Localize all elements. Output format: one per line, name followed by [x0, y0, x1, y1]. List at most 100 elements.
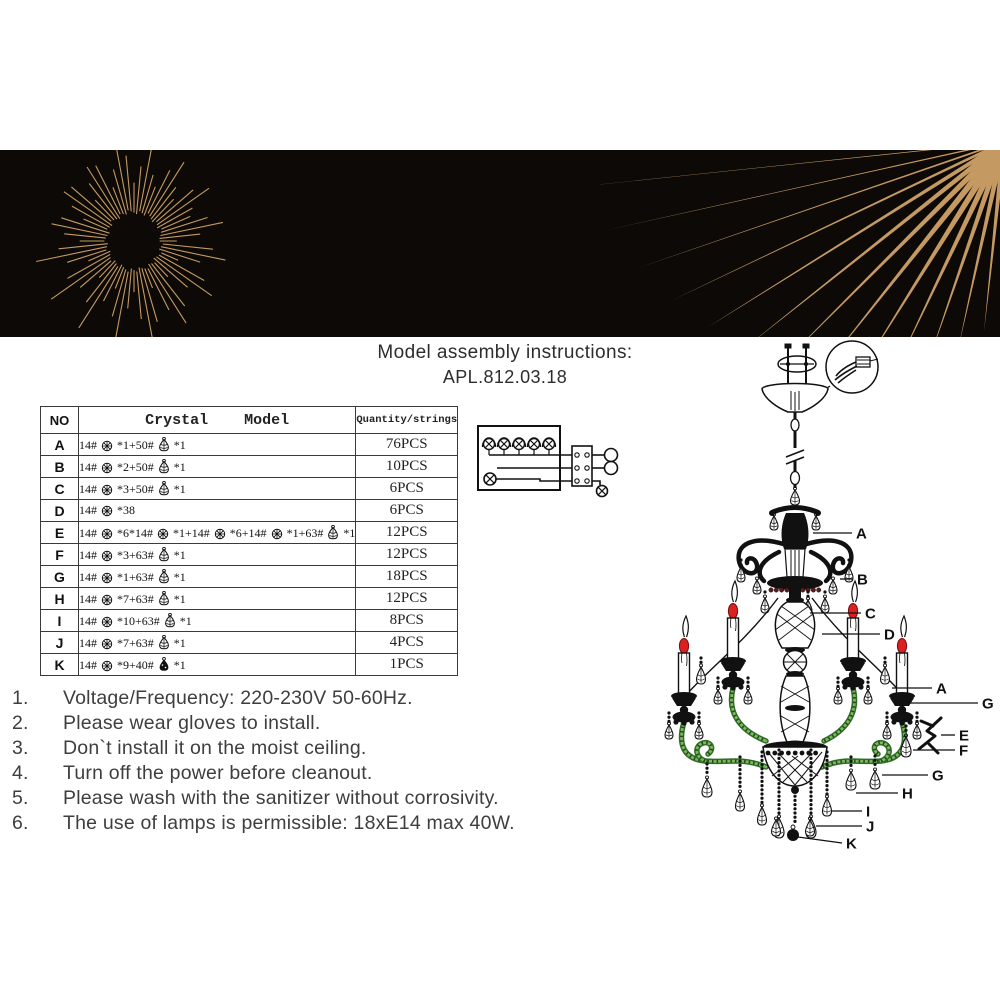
- part-label-letter: A: [856, 526, 867, 543]
- instruction-number: 4.: [12, 762, 29, 784]
- instruction-text: The use of lamps is permissible: 18xE14 …: [63, 812, 515, 834]
- crystal-model-cell: 14# *38: [77, 499, 357, 522]
- candle: [664, 614, 704, 740]
- brand-banner: Aployt: [0, 150, 1000, 337]
- model-number: APL.812.03.18: [442, 367, 568, 387]
- wiring-diagram: [477, 425, 619, 498]
- header-no: NO: [40, 406, 79, 434]
- crystal-drop-dark-icon: [159, 656, 169, 671]
- part-label-letter: A: [936, 681, 947, 698]
- crystal-bead-icon: [101, 440, 113, 451]
- mounting-bracket: [777, 343, 817, 384]
- quantity-cell: 18PCS: [355, 565, 459, 588]
- candle: [833, 579, 873, 705]
- instruction-item: 3. Don`t install it on the moist ceiling.: [10, 736, 650, 761]
- crystal-drop-icon: [158, 590, 169, 605]
- quantity-cell: 12PCS: [355, 521, 459, 544]
- crystal-model-cell: 14# *7+63# *1: [77, 631, 357, 654]
- part-label-letter: F: [959, 743, 968, 760]
- header-quantity: Quantity/strings: [355, 406, 459, 434]
- part-label-letter: H: [902, 786, 913, 803]
- table-row: H 14# *7+63# *1 12PCS: [40, 587, 459, 610]
- hanging-rod: [785, 412, 805, 488]
- row-letter: I: [40, 609, 79, 632]
- crystal-model-cell: 14# *10+63# *1: [77, 609, 357, 632]
- part-label-letter: E: [959, 728, 969, 745]
- row-letter: E: [40, 521, 79, 544]
- row-letter: B: [40, 455, 79, 478]
- part-label-letter: B: [857, 572, 868, 589]
- table-row: A 14# *1+50# *1 76PCS: [40, 433, 459, 456]
- part-label-letter: K: [846, 836, 857, 853]
- instruction-text: Turn off the power before cleanout.: [63, 762, 373, 784]
- row-letter: C: [40, 477, 79, 500]
- quantity-cell: 12PCS: [355, 543, 459, 566]
- crystal-model-cell: 14# *3+50# *1: [77, 477, 357, 500]
- instruction-item: 2. Please wear gloves to install.: [10, 711, 650, 736]
- instruction-text: Please wear gloves to install.: [63, 712, 321, 734]
- crystal-bead-icon: [101, 638, 113, 649]
- instruction-item: 4. Turn off the power before cleanout.: [10, 761, 650, 786]
- crystal-drop-icon: [164, 612, 175, 627]
- crystal-parts-table: NO Crystal Model Quantity/strings A 14# *…: [40, 406, 459, 676]
- instruction-number: 3.: [12, 737, 29, 759]
- page-title: Model assembly instructions:: [377, 342, 633, 363]
- sunburst-logo-icon: [35, 150, 226, 337]
- quantity-cell: 10PCS: [355, 455, 459, 478]
- candle: [713, 579, 753, 705]
- part-label-letter: J: [866, 819, 874, 836]
- crystal-drop-icon: [158, 634, 169, 649]
- header-crystal-model: Crystal Model: [77, 406, 357, 434]
- instruction-item: 5. Please wash with the sanitizer without…: [10, 786, 650, 811]
- table-row: K 14# *9+40# *1 1PCS: [40, 653, 459, 676]
- crystal-drop-icon: [158, 546, 169, 561]
- part-label-letter: G: [982, 696, 994, 713]
- crystal-model-cell: 14# *6*14# *1+14# *6+14# *1+63# *1: [77, 521, 357, 544]
- crystal-model-cell: 14# *9+40# *1: [77, 653, 357, 676]
- bottom-bowl: [762, 741, 828, 794]
- crystal-model-cell: 14# *7+63# *1: [77, 587, 357, 610]
- crystal-bead-icon: [101, 572, 113, 583]
- part-label-letter: G: [932, 768, 944, 785]
- part-label-letter: D: [884, 627, 895, 644]
- part-label-letter: I: [866, 804, 870, 821]
- quantity-cell: 12PCS: [355, 587, 459, 610]
- crystal-bead-icon: [214, 528, 225, 539]
- crystal-bead-icon: [157, 528, 169, 539]
- instruction-number: 2.: [12, 712, 29, 734]
- table-header-row: NO Crystal Model Quantity/strings: [40, 406, 459, 434]
- row-letter: K: [40, 653, 79, 676]
- table-row: C 14# *3+50# *1 6PCS: [40, 477, 459, 500]
- quantity-cell: 6PCS: [355, 499, 459, 522]
- candle: [882, 614, 922, 740]
- row-letter: G: [40, 565, 79, 588]
- quantity-cell: 6PCS: [355, 477, 459, 500]
- crystal-bead-icon: [101, 505, 113, 517]
- crystal-drop-icon: [158, 436, 169, 451]
- crystal-bead-icon: [101, 550, 113, 561]
- title-block: Model assembly instructions: APL.812.03.…: [0, 342, 1000, 388]
- crystal-model-cell: 14# *3+63# *1: [77, 543, 357, 566]
- crystal-drop-icon: [158, 568, 169, 583]
- ceiling-canopy: [761, 382, 829, 413]
- part-label-letter: C: [865, 606, 876, 623]
- row-letter: J: [40, 631, 79, 654]
- table-row: I 14# *10+63# *1 8PCS: [40, 609, 459, 632]
- row-letter: D: [40, 499, 79, 522]
- corner-rays-decoration: [600, 150, 1000, 337]
- instruction-text: Voltage/Frequency: 220-230V 50-60Hz.: [63, 687, 413, 709]
- table-row: B 14# *2+50# *1 10PCS: [40, 455, 459, 478]
- instruction-number: 6.: [12, 812, 29, 834]
- row-letter: A: [40, 433, 79, 456]
- crystal-bead-strings: [734, 748, 857, 841]
- table-row: F 14# *3+63# *1 12PCS: [40, 543, 459, 566]
- crystal-bead-icon: [101, 660, 113, 671]
- crystal-bead-icon: [101, 594, 113, 605]
- crystal-bead-icon: [271, 528, 282, 539]
- table-row: G 14# *1+63# *1 18PCS: [40, 565, 459, 588]
- crystal-bead-icon: [101, 528, 113, 539]
- crystal-bead-icon: [101, 484, 113, 495]
- crystal-drop-icon: [158, 458, 169, 473]
